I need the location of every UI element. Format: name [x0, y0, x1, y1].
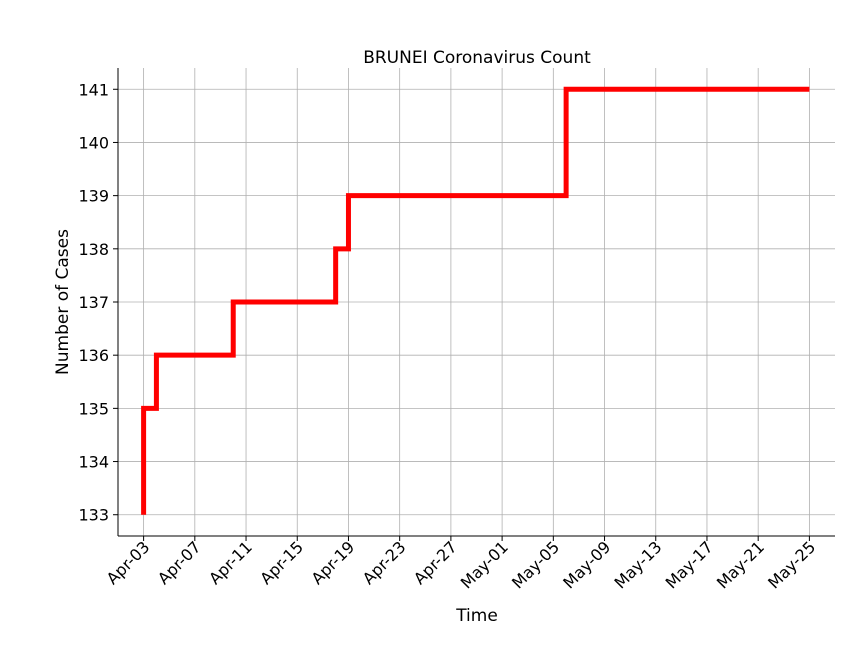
x-tick-label: May-09 [559, 537, 614, 592]
y-tick-label: 135 [78, 399, 109, 418]
x-tick-label: Apr-27 [410, 537, 461, 588]
x-tick-label: Apr-07 [154, 537, 205, 588]
tick-layer: Apr-03 Apr-07 Apr-11 Apr-15 Apr-19 Apr-23 Apr-… [78, 80, 819, 592]
y-tick-label: 139 [78, 187, 109, 206]
x-tick-label: Apr-15 [256, 537, 307, 588]
x-tick-label: Apr-11 [205, 537, 256, 588]
x-tick-label: May-25 [764, 537, 819, 592]
y-tick-label: 133 [78, 506, 109, 525]
x-tick-label: May-05 [508, 537, 563, 592]
x-tick-label: May-13 [610, 537, 665, 592]
series-layer [141, 86, 810, 515]
chart-title: BRUNEI Coronavirus Count [363, 48, 591, 68]
y-axis-label: Number of Cases [53, 229, 73, 375]
y-tick-label: 140 [78, 133, 109, 152]
x-tick-label: Apr-23 [359, 537, 410, 588]
x-tick-label: May-21 [713, 537, 768, 592]
series-line [141, 86, 810, 515]
x-tick-label: Apr-19 [308, 537, 359, 588]
y-tick-label: 137 [78, 293, 109, 312]
y-tick-label: 141 [78, 80, 109, 99]
y-tick-label: 136 [78, 346, 109, 365]
y-tick-label: 138 [78, 240, 109, 259]
y-tick-label: 134 [78, 453, 109, 472]
x-tick-label: Apr-03 [103, 537, 154, 588]
grid-layer [118, 68, 835, 536]
x-tick-label: May-17 [662, 537, 717, 592]
x-axis-label: Time [455, 606, 498, 626]
x-tick-label: May-01 [457, 537, 512, 592]
